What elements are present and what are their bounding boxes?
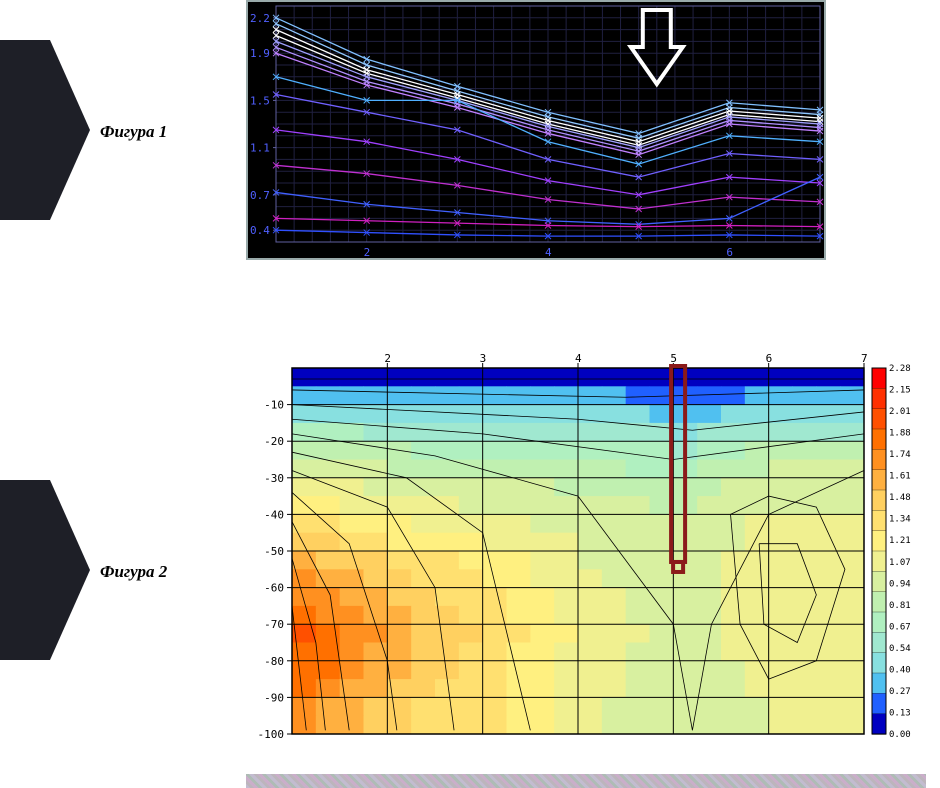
svg-text:0.4: 0.4 xyxy=(250,224,270,237)
svg-text:0.94: 0.94 xyxy=(889,579,911,589)
svg-text:1.48: 1.48 xyxy=(889,493,911,503)
svg-text:0.54: 0.54 xyxy=(889,644,911,654)
svg-text:1.9: 1.9 xyxy=(250,47,270,60)
svg-text:-60: -60 xyxy=(264,582,284,595)
svg-text:-10: -10 xyxy=(264,399,284,412)
svg-text:0.81: 0.81 xyxy=(889,601,911,611)
pointer-figure-1 xyxy=(0,40,90,220)
svg-text:1.21: 1.21 xyxy=(889,536,911,546)
svg-text:1.34: 1.34 xyxy=(889,515,911,525)
svg-text:-80: -80 xyxy=(264,655,284,668)
svg-text:-20: -20 xyxy=(264,435,284,448)
svg-text:2: 2 xyxy=(364,246,371,258)
svg-text:-50: -50 xyxy=(264,545,284,558)
svg-text:-70: -70 xyxy=(264,618,284,631)
figure-2-chart: 234567-10-20-30-40-50-60-70-80-90-1002.2… xyxy=(246,350,926,740)
svg-text:2.15: 2.15 xyxy=(889,386,911,396)
svg-text:1.07: 1.07 xyxy=(889,558,911,568)
svg-text:-100: -100 xyxy=(258,728,285,740)
svg-text:0.67: 0.67 xyxy=(889,622,911,632)
svg-text:4: 4 xyxy=(545,246,552,258)
svg-text:6: 6 xyxy=(726,246,733,258)
svg-text:1.5: 1.5 xyxy=(250,94,270,107)
svg-text:1.88: 1.88 xyxy=(889,429,911,439)
svg-text:2.28: 2.28 xyxy=(889,364,911,374)
svg-text:0.00: 0.00 xyxy=(889,730,911,740)
svg-text:0.27: 0.27 xyxy=(889,687,911,697)
figure-2-label: Фигура 2 xyxy=(100,562,167,582)
svg-text:-30: -30 xyxy=(264,472,284,485)
figure-1-label: Фигура 1 xyxy=(100,122,167,142)
svg-text:-90: -90 xyxy=(264,691,284,704)
noise-strip xyxy=(246,774,926,788)
svg-text:2.01: 2.01 xyxy=(889,407,911,417)
svg-text:0.7: 0.7 xyxy=(250,189,270,202)
svg-text:1.74: 1.74 xyxy=(889,450,911,460)
figure-1-chart: 0.4 0.7 1.1 1.5 1.9 2.2 2 4 6 xyxy=(246,0,826,260)
svg-text:0.13: 0.13 xyxy=(889,708,911,718)
pointer-figure-2 xyxy=(0,480,90,660)
svg-text:1.1: 1.1 xyxy=(250,142,270,155)
svg-text:2.2: 2.2 xyxy=(250,12,270,25)
svg-text:-40: -40 xyxy=(264,508,284,521)
svg-text:0.40: 0.40 xyxy=(889,665,911,675)
svg-text:1.61: 1.61 xyxy=(889,472,911,482)
